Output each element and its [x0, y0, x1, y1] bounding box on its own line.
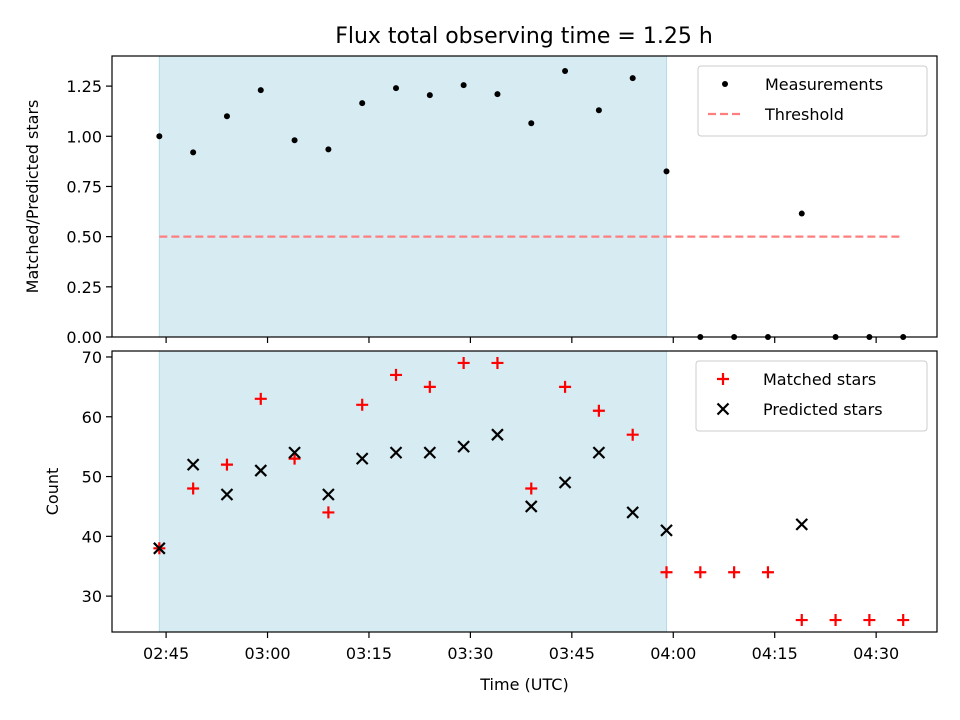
matched-stars-point	[829, 614, 842, 627]
matched-stars-point	[592, 404, 605, 417]
predicted-stars-point	[153, 542, 166, 555]
matched-stars-point	[525, 482, 538, 495]
predicted-stars-point	[254, 464, 268, 477]
measurements-point	[798, 210, 805, 217]
measurements-point	[359, 100, 366, 107]
legend-matched-stars-swatch	[717, 373, 729, 385]
top-panel-frame	[111, 55, 938, 338]
bottom-observing-span	[158, 350, 668, 633]
matched-stars-point	[863, 614, 876, 627]
matched-stars-point	[356, 398, 369, 411]
measurements-point	[595, 107, 602, 114]
x-tick-label: 03:30	[447, 644, 493, 663]
measurements-point	[156, 133, 163, 140]
measurements-point	[426, 92, 433, 99]
top-y-axis-label: Matched/Predicted stars	[23, 100, 42, 294]
measurements-point	[460, 82, 467, 89]
legend-label: Threshold	[764, 105, 844, 124]
predicted-stars-point	[186, 458, 200, 471]
predicted-stars-point	[592, 446, 606, 459]
bottom-y-axis-label: Count	[43, 468, 62, 516]
measurements-point	[494, 91, 501, 98]
y-tick-label: 60	[82, 408, 102, 427]
predicted-stars-point	[288, 446, 301, 459]
y-tick-label: 0.25	[66, 278, 102, 297]
legend-label: Matched stars	[763, 370, 876, 389]
bottom-panel-frame	[111, 350, 938, 633]
y-tick-label: 0.75	[66, 177, 102, 196]
top-observing-span	[158, 55, 668, 338]
x-tick-label: 02:45	[143, 644, 189, 663]
predicted-stars-point	[389, 446, 403, 459]
measurements-point	[562, 68, 569, 75]
measurements-point	[629, 75, 636, 82]
legend-box	[697, 65, 928, 137]
matched-stars-point	[220, 458, 233, 471]
bottom-panel: 30 40 50 60 70 02:45 03:00 03:15 03:30 03:45 04:0…	[43, 348, 938, 694]
predicted-stars-point	[491, 428, 504, 441]
matched-stars-point	[761, 566, 774, 579]
matched-stars-point	[795, 614, 808, 627]
matched-stars-point	[728, 566, 741, 579]
measurements-point	[257, 87, 264, 94]
matched-stars-point	[254, 392, 267, 405]
top-panel: 0.00 0.25 0.50 0.75 1.00 1.25 Matched/Predict…	[23, 55, 938, 347]
matched-stars-point	[626, 428, 639, 441]
predicted-stars-point	[355, 452, 369, 465]
matched-stars-point	[694, 566, 707, 579]
matched-stars-point	[322, 506, 335, 519]
x-tick-label: 04:00	[650, 644, 696, 663]
legend-predicted-stars-swatch	[716, 402, 730, 416]
predicted-stars-point	[524, 500, 538, 513]
y-tick-label: 0.50	[66, 228, 102, 247]
matched-stars-point	[457, 356, 470, 369]
chart-title: Flux total observing time = 1.25 h	[335, 24, 713, 49]
matched-stars-point	[390, 368, 403, 381]
x-tick-label: 03:15	[346, 644, 392, 663]
matched-stars-point	[491, 356, 504, 369]
bottom-legend: Matched stars Predicted stars	[695, 360, 928, 432]
x-tick-label: 04:15	[752, 644, 798, 663]
measurements-point	[663, 168, 670, 175]
x-axis-label: Time (UTC)	[479, 675, 568, 694]
top-legend: Measurements Threshold	[697, 65, 928, 137]
y-tick-label: 1.00	[66, 127, 102, 146]
matched-stars-point	[660, 566, 673, 579]
predicted-stars-point	[457, 440, 470, 453]
y-tick-label: 1.25	[66, 77, 102, 96]
predicted-stars-point	[423, 446, 437, 459]
x-tick-label: 04:30	[853, 644, 899, 663]
predicted-stars-point	[322, 488, 335, 501]
matched-stars-point	[187, 482, 200, 495]
y-tick-label: 30	[82, 587, 102, 606]
predicted-stars-point	[626, 506, 639, 519]
legend-measurements-swatch	[722, 81, 728, 87]
x-tick-label: 03:45	[549, 644, 595, 663]
measurements-point	[528, 120, 535, 127]
measurements-point	[325, 146, 332, 153]
y-tick-label: 0.00	[66, 328, 102, 347]
measurements-point	[223, 113, 230, 120]
predicted-stars-point	[795, 518, 809, 531]
matched-stars-point	[288, 452, 301, 465]
legend-box	[695, 360, 928, 432]
predicted-stars-point	[220, 488, 234, 501]
measurements-point	[190, 149, 197, 156]
y-tick-label: 50	[82, 468, 102, 487]
y-tick-label: 40	[82, 527, 102, 546]
legend-label: Predicted stars	[763, 400, 883, 419]
y-tick-label: 70	[82, 348, 102, 367]
matched-stars-point	[897, 614, 910, 627]
legend-label: Measurements	[765, 75, 883, 94]
measurements-point	[291, 137, 298, 144]
predicted-stars-point	[660, 524, 673, 537]
matched-stars-point	[423, 380, 436, 393]
x-tick-label: 03:00	[244, 644, 290, 663]
matched-stars-point	[559, 380, 572, 393]
predicted-stars-point	[558, 476, 572, 489]
measurements-point	[393, 85, 400, 92]
